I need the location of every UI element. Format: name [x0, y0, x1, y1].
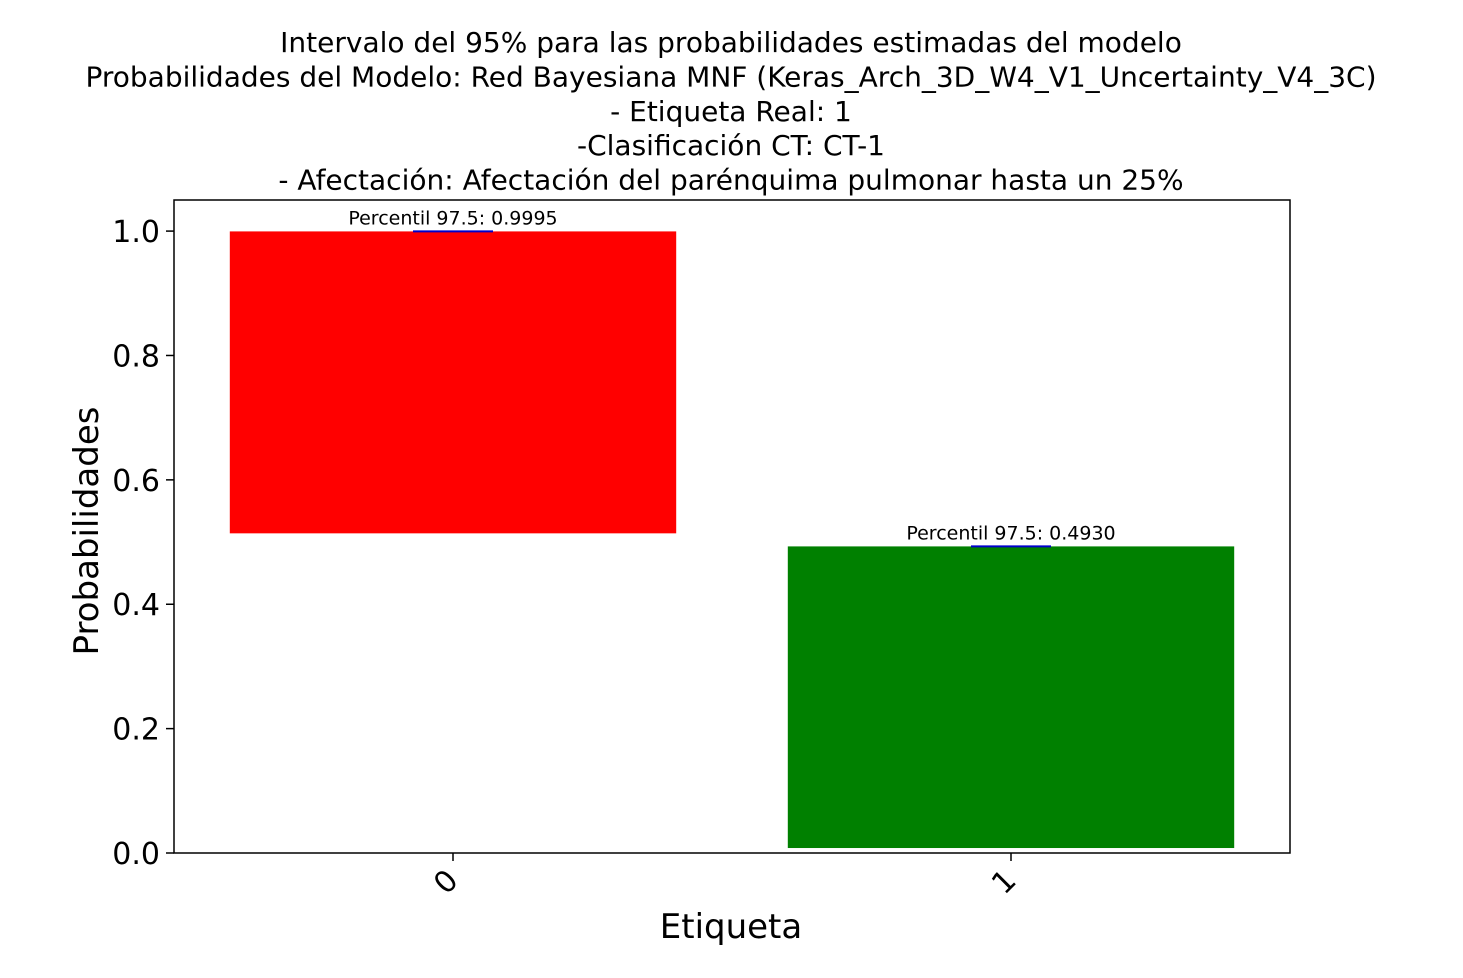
y-tick-label: 0.2 [112, 713, 160, 748]
chart-title: Intervalo del 95% para las probabilidade… [85, 26, 1376, 197]
y-tick-label: 0.4 [112, 588, 160, 623]
chart-title-line: - Afectación: Afectación del parénquima … [278, 164, 1183, 197]
x-tick-label: 1 [985, 863, 1023, 901]
plot-frame [173, 199, 1291, 854]
y-tick-label: 1.0 [112, 215, 160, 250]
bar-annotation-0: Percentil 97.5: 0.9995 [348, 207, 557, 229]
chart-title-line: Intervalo del 95% para las probabilidade… [280, 26, 1182, 59]
y-tick-label: 0.8 [112, 339, 160, 374]
bar-1 [787, 546, 1235, 849]
y-tick-label: 0.0 [112, 837, 160, 872]
bar-annotation-1: Percentil 97.5: 0.4930 [906, 522, 1115, 544]
chart-title-line: Probabilidades del Modelo: Red Bayesiana… [85, 60, 1376, 93]
y-tick-label: 0.6 [112, 464, 160, 499]
y-axis-label: Probabilidades [67, 407, 107, 656]
chart-title-line: -Clasificación CT: CT-1 [577, 129, 885, 162]
x-axis-label: Etiqueta [660, 907, 802, 947]
chart-title-line: - Etiqueta Real: 1 [610, 95, 852, 128]
x-tick-label: 0 [427, 863, 465, 901]
y-axis: 0.0 0.2 0.4 0.6 0.8 1.0 [112, 215, 174, 872]
bars-group: Percentil 97.5: 0.9995 Percentil 97.5: 0.… [229, 207, 1235, 849]
bar-0 [229, 231, 677, 534]
